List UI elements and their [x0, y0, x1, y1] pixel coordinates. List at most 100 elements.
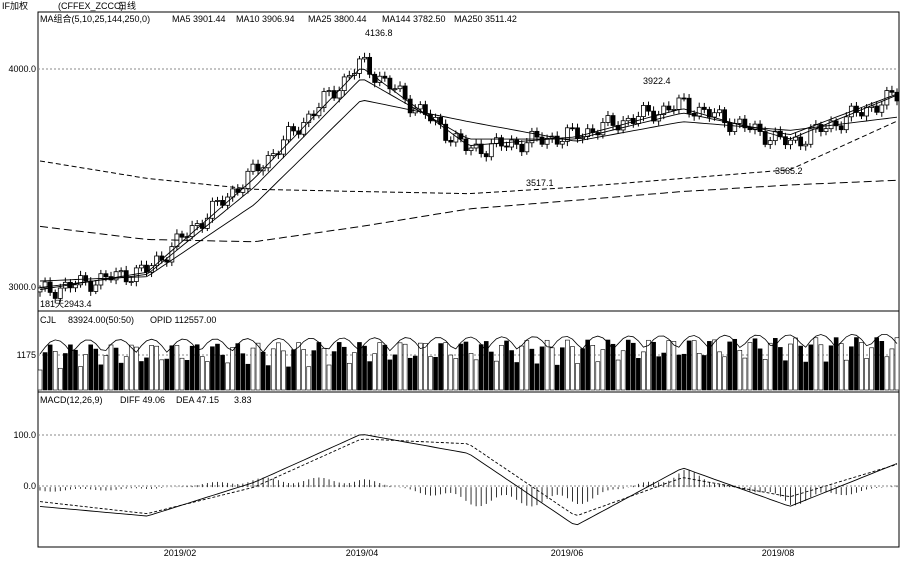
candle-up: [286, 126, 291, 141]
candle-up: [661, 105, 667, 115]
candle-down: [483, 153, 489, 158]
volume-bar: [615, 359, 621, 391]
volume-bar: [98, 364, 104, 391]
candle-up: [524, 142, 530, 153]
candle-up: [281, 139, 286, 155]
candle-up: [529, 130, 535, 144]
volume-bar: [696, 353, 702, 391]
candle-up: [737, 118, 743, 124]
candle-down: [88, 280, 94, 292]
volume-bar: [494, 360, 499, 391]
price-tick-4000: 4000.0: [8, 64, 36, 74]
volume-bar: [174, 345, 180, 391]
volume-bar: [737, 350, 743, 391]
volume-bar: [707, 341, 712, 391]
candle-down: [463, 138, 469, 152]
volume-bar: [159, 359, 165, 391]
volume-bar: [473, 359, 479, 391]
candle-down: [438, 116, 444, 125]
volume-bar: [463, 341, 469, 391]
volume-bar: [210, 346, 215, 391]
volume-bar: [372, 353, 377, 391]
candle-up: [879, 104, 885, 113]
candle-down: [874, 105, 880, 113]
candle-up: [732, 122, 738, 132]
volume-bar: [37, 369, 43, 391]
volume-bar: [833, 337, 839, 391]
candle-up: [717, 109, 722, 114]
candle-up: [133, 267, 139, 282]
volume-bar: [884, 356, 890, 391]
volume-bar: [874, 337, 880, 391]
candle-down: [255, 163, 261, 172]
volume-bar: [134, 346, 139, 391]
candle-down: [220, 200, 225, 206]
candle-up: [564, 127, 570, 142]
candle-up: [864, 107, 869, 117]
candle-up: [93, 284, 99, 292]
candle-up: [468, 147, 474, 152]
volume-bar: [722, 356, 727, 391]
volume-bar: [352, 352, 357, 391]
volume-bar: [519, 345, 525, 391]
volume-bar: [539, 346, 545, 391]
candle-up: [37, 287, 43, 293]
volume-cjl: 83924.00(50:50): [68, 315, 134, 325]
volume-bar: [676, 354, 682, 391]
volume-bar: [397, 342, 403, 391]
candle-up: [73, 284, 78, 289]
volume-bar: [651, 341, 656, 391]
candle-up: [559, 140, 565, 145]
volume-bar: [448, 354, 454, 391]
volume-bar: [93, 348, 99, 391]
candle-up: [357, 58, 362, 74]
candle-down: [291, 126, 296, 132]
candle-up: [712, 112, 717, 118]
candle-down: [762, 131, 768, 145]
volume-bar: [301, 349, 306, 391]
candle-up: [341, 76, 347, 91]
volume-bar: [560, 347, 565, 391]
volume-bar: [418, 342, 423, 391]
candle-up: [113, 271, 119, 281]
candle-up: [788, 139, 793, 146]
volume-bar: [828, 345, 834, 391]
volume-bar: [387, 359, 393, 391]
volume-bar: [83, 354, 88, 391]
candle-up: [42, 281, 48, 289]
volume-bar: [311, 350, 317, 391]
candle-down: [367, 56, 373, 75]
volume-bar: [509, 350, 514, 391]
volume-bar: [144, 357, 149, 391]
period-selector[interactable]: 日线: [118, 0, 136, 11]
candle-up: [600, 122, 606, 136]
candle-up: [493, 137, 499, 145]
volume-bar: [296, 342, 301, 391]
macd-tick-0: 0.0: [23, 481, 36, 491]
volume-bar: [68, 344, 73, 391]
volume-bar: [838, 343, 844, 391]
volume-bar: [220, 354, 225, 391]
candle-up: [772, 130, 778, 142]
volume-bar: [128, 344, 134, 391]
candle-up: [808, 128, 814, 145]
volume-bar: [443, 342, 448, 391]
volume-bar: [270, 348, 276, 391]
macd-diff: DIFF 49.06: [120, 395, 165, 405]
annotation-low-1: 3517.1: [526, 178, 554, 188]
candle-down: [570, 127, 575, 130]
annotation-low: 181天2943.4: [40, 299, 92, 309]
volume-bar: [276, 342, 281, 391]
volume-bar: [742, 357, 748, 391]
volume-bar: [666, 340, 672, 391]
volume-bar: [149, 345, 154, 391]
volume-bar: [620, 350, 626, 391]
volume-bar: [78, 366, 83, 391]
x-label-feb: 2019/02: [164, 548, 197, 558]
volume-bar: [306, 366, 312, 391]
volume-bar: [580, 348, 585, 391]
volume-bar: [52, 351, 58, 391]
candle-up: [154, 255, 160, 267]
candle-up: [194, 223, 200, 226]
candle-down: [539, 136, 545, 145]
